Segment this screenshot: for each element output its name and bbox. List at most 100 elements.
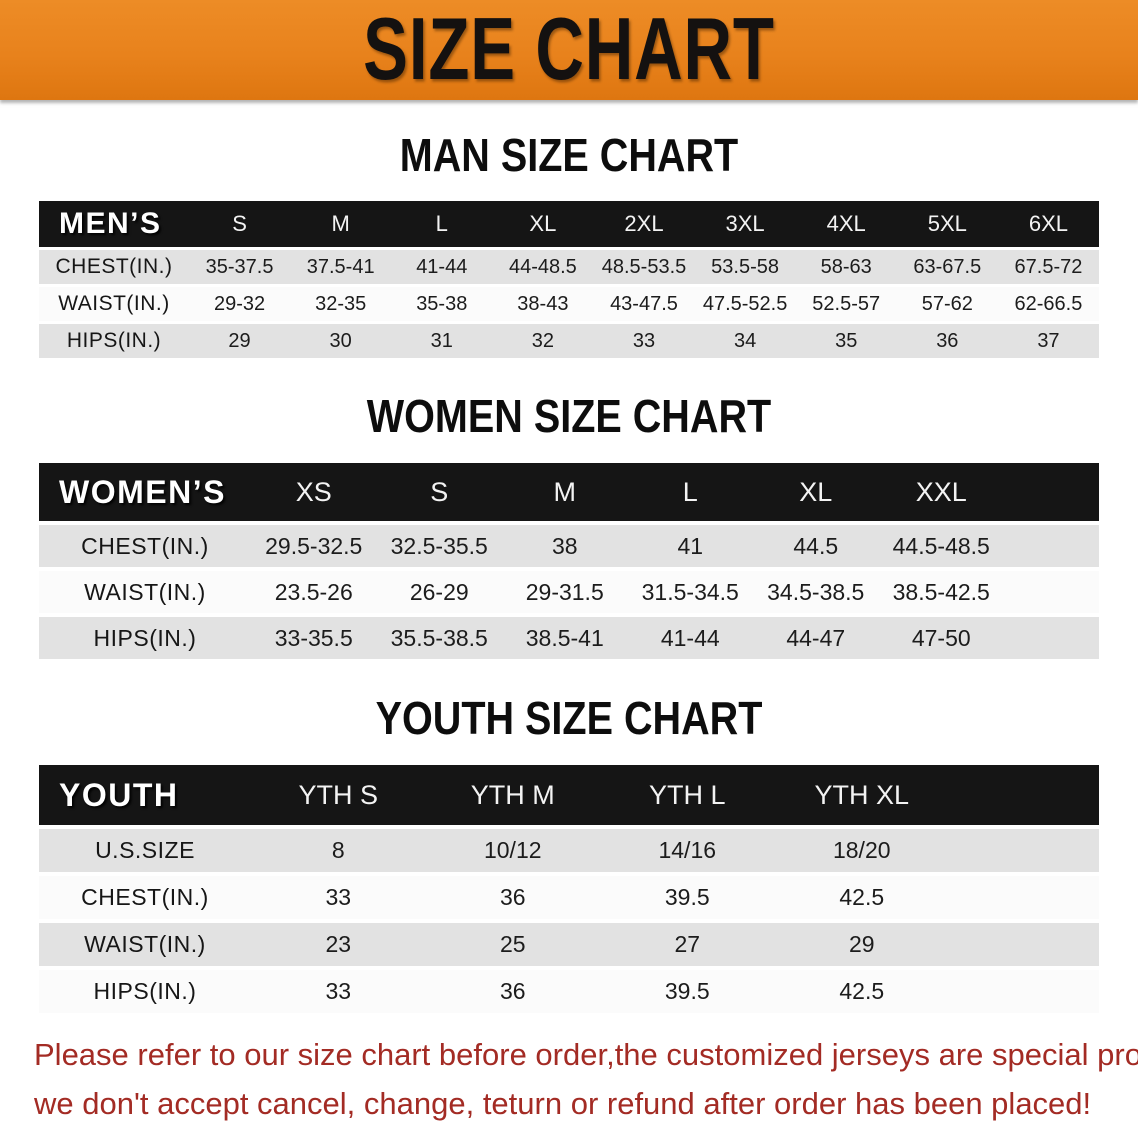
youth-size-table: YOUTH YTH S YTH M YTH L YTH XL U.S.SIZE 8 10/… [39, 761, 1099, 1017]
youth-row-chest-in-: CHEST(IN.) 33 36 39.5 42.5 [39, 876, 1099, 919]
measurement-value: 35 [835, 329, 858, 352]
measurement-value: 44.5 [793, 532, 839, 559]
measurement-value: 33 [325, 978, 352, 1004]
women-heading: WOMEN SIZE CHART [366, 390, 772, 442]
filler-cell [1004, 525, 1099, 567]
measurement-value: 63-67.5 [913, 255, 982, 278]
size-header-m: M [553, 476, 577, 507]
men-section: MAN SIZE CHART MEN’S S M L XL 2XL 3XL 4XL 5XL 6X… [0, 128, 1138, 361]
measurement-value: 67.5-72 [1014, 255, 1083, 278]
men-table-body: CHEST(IN.) 35-37.5 37.5-41 41-44 44-48.5 48.5… [39, 250, 1099, 358]
youth-section: YOUTH SIZE CHART YOUTH YTH S YTH M YTH L YT… [0, 691, 1138, 1017]
measurement-value: 14/16 [658, 837, 717, 863]
measurement-value: 39.5 [664, 978, 710, 1004]
youth-heading: YOUTH SIZE CHART [375, 692, 763, 744]
measurement-value: 47-50 [911, 624, 971, 651]
measurement-value: 44.5-48.5 [892, 532, 990, 559]
row-label: HIPS(IN.) [66, 329, 162, 352]
measurement-value: 43-47.5 [610, 292, 678, 315]
measurement-value: 36 [936, 329, 959, 352]
filler-cell [1004, 571, 1099, 613]
measurement-value: 23.5-26 [274, 578, 353, 605]
filler-cell [949, 923, 1099, 966]
size-header-m: M [331, 211, 350, 236]
measurement-value: 29 [228, 329, 251, 352]
measurement-value: 57-62 [921, 292, 973, 315]
measurement-value: 35-37.5 [205, 255, 274, 278]
measurement-value: 27 [674, 931, 701, 957]
size-header-yth-m: YTH M [470, 779, 555, 810]
row-label: CHEST(IN.) [55, 255, 173, 278]
men-row-hips-in-: HIPS(IN.) 29 30 31 32 33 34 35 36 37 [39, 324, 1099, 358]
measurement-value: 32-35 [315, 292, 367, 315]
measurement-value: 48.5-53.5 [601, 255, 687, 278]
row-label: HIPS(IN.) [93, 624, 197, 651]
measurement-value: 41 [677, 532, 704, 559]
banner: SIZE CHART [0, 0, 1138, 100]
measurement-value: 37.5-41 [306, 255, 375, 278]
row-label: WAIST(IN.) [58, 292, 170, 315]
measurement-value: 23 [325, 931, 352, 957]
measurement-value: 8 [331, 837, 345, 863]
measurement-value: 53.5-58 [711, 255, 780, 278]
size-header-s: S [430, 476, 449, 507]
women-row-waist-in-: WAIST(IN.) 23.5-26 26-29 29-31.5 31.5-34.5 34… [39, 571, 1099, 613]
youth-group-label: YOUTH [59, 776, 179, 813]
disclaimer-line-2: we don't accept cancel, change, teturn o… [34, 1085, 1092, 1121]
row-label: U.S.SIZE [95, 837, 195, 863]
size-header-l: L [435, 211, 448, 236]
men-row-chest-in-: CHEST(IN.) 35-37.5 37.5-41 41-44 44-48.5 48.5… [39, 250, 1099, 284]
measurement-value: 30 [329, 329, 352, 352]
disclaimer-line-1: Please refer to our size chart before or… [34, 1037, 1138, 1072]
measurement-value: 26-29 [409, 578, 469, 605]
youth-row-u-s-size: U.S.SIZE 8 10/12 14/16 18/20 [39, 829, 1099, 872]
row-label: CHEST(IN.) [81, 532, 209, 559]
women-table-body: CHEST(IN.) 29.5-32.5 32.5-35.5 38 41 44.5 44.5… [39, 525, 1099, 659]
women-row-hips-in-: HIPS(IN.) 33-35.5 35.5-38.5 38.5-41 41-44 44-… [39, 617, 1099, 659]
size-header-2xl: 2XL [624, 211, 664, 236]
measurement-value: 25 [499, 931, 526, 957]
row-label: HIPS(IN.) [93, 978, 197, 1004]
measurement-value: 31.5-34.5 [641, 578, 739, 605]
measurement-value: 62-66.5 [1014, 292, 1083, 315]
measurement-value: 38.5-42.5 [892, 578, 990, 605]
measurement-value: 42.5 [839, 884, 885, 910]
size-header-5xl: 5XL [927, 211, 967, 236]
measurement-value: 29-32 [213, 292, 266, 315]
women-size-header-row: WOMEN’S XS S M L XL XXL [39, 463, 1099, 521]
measurement-value: 47.5-52.5 [702, 292, 788, 315]
row-label: CHEST(IN.) [81, 884, 209, 910]
youth-row-hips-in-: HIPS(IN.) 33 36 39.5 42.5 [39, 970, 1099, 1013]
size-header-yth-s: YTH S [298, 779, 378, 810]
measurement-value: 18/20 [832, 837, 891, 863]
disclaimer: Please refer to our size chart before or… [0, 1017, 1138, 1129]
women-size-table: WOMEN’S XS S M L XL XXL CHEST(IN.) 29.5-32.5 32… [39, 459, 1099, 663]
measurement-value: 44-48.5 [508, 255, 577, 278]
measurement-value: 52.5-57 [812, 292, 881, 315]
size-header-s: S [232, 211, 247, 236]
size-header-xl: XL [529, 211, 557, 236]
measurement-value: 42.5 [839, 978, 885, 1004]
men-size-header-row: MEN’S S M L XL 2XL 3XL 4XL 5XL 6XL [39, 201, 1099, 247]
row-label: WAIST(IN.) [84, 578, 206, 605]
row-label: WAIST(IN.) [84, 931, 206, 957]
measurement-value: 33 [632, 329, 656, 352]
measurement-value: 58-63 [820, 255, 872, 278]
measurement-value: 29.5-32.5 [265, 532, 363, 559]
filler-cell [1004, 463, 1099, 521]
measurement-value: 36 [499, 884, 526, 910]
measurement-value: 41-44 [660, 624, 720, 651]
youth-row-waist-in-: WAIST(IN.) 23 25 27 29 [39, 923, 1099, 966]
filler-cell [949, 829, 1099, 872]
size-header-xxl: XXL [915, 476, 967, 507]
measurement-value: 35.5-38.5 [390, 624, 488, 651]
size-header-yth-l: YTH L [648, 779, 726, 810]
measurement-value: 38-43 [517, 292, 569, 315]
men-row-waist-in-: WAIST(IN.) 29-32 32-35 35-38 38-43 43-47.5 47.… [39, 287, 1099, 321]
size-header-xl: XL [799, 476, 833, 507]
youth-size-header-row: YOUTH YTH S YTH M YTH L YTH XL [39, 765, 1099, 825]
men-group-label: MEN’S [59, 207, 162, 240]
size-header-6xl: 6XL [1028, 211, 1069, 236]
size-header-l: L [682, 476, 698, 507]
measurement-value: 34.5-38.5 [767, 578, 865, 605]
